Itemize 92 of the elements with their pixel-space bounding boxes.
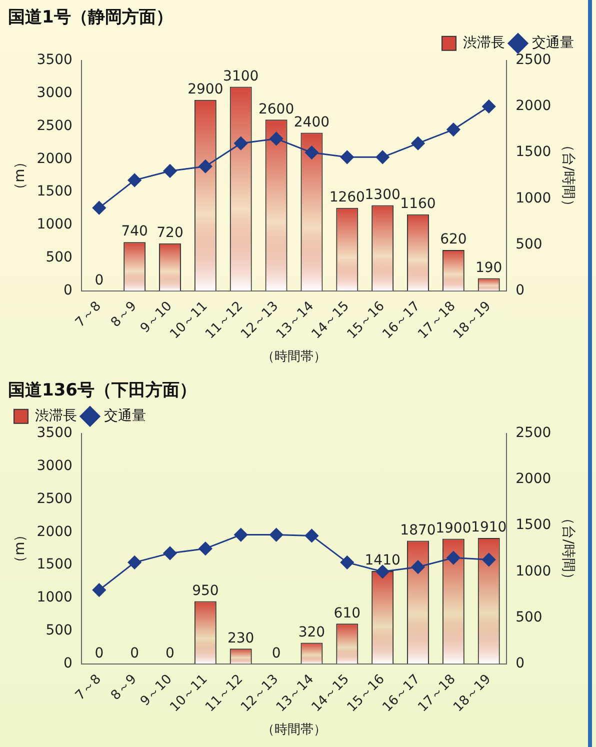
point xyxy=(411,560,425,574)
y-tick-label: 500 xyxy=(46,622,72,639)
point xyxy=(270,528,284,542)
y-tick-label: 2500 xyxy=(36,490,72,507)
y2-tick-label: 1500 xyxy=(516,517,552,534)
point xyxy=(304,528,318,542)
legend-label: 渋滞長 xyxy=(463,35,505,52)
y2-tick-label: 2000 xyxy=(516,98,552,114)
data-label: 1870 xyxy=(400,522,436,538)
x-tick-label: 8～9 xyxy=(108,672,140,704)
point xyxy=(92,583,106,597)
data-label: 740 xyxy=(121,224,148,240)
y-axis-title: （m） xyxy=(12,528,28,570)
y-tick-label: 1500 xyxy=(36,556,72,573)
y2-tick-label: 1500 xyxy=(516,144,552,160)
point xyxy=(446,551,460,565)
point xyxy=(234,136,248,150)
y-tick-label: 3000 xyxy=(36,458,72,474)
data-label: 620 xyxy=(440,232,467,248)
point xyxy=(198,160,212,174)
x-axis-title: （時間帯） xyxy=(262,722,326,738)
point xyxy=(446,122,460,136)
data-label: 320 xyxy=(298,624,326,640)
point xyxy=(304,146,318,160)
data-label: 1300 xyxy=(364,186,400,203)
data-label: 1410 xyxy=(364,552,400,569)
y2-axis-title: （台/時間） xyxy=(560,511,576,586)
data-label: 950 xyxy=(192,582,219,599)
x-tick-label: 8～9 xyxy=(108,298,140,330)
point xyxy=(411,136,425,150)
y2-tick-label: 0 xyxy=(516,655,524,672)
y-tick-label: 2500 xyxy=(36,118,72,134)
data-label: 0 xyxy=(130,645,140,662)
y-tick-label: 3500 xyxy=(36,52,72,68)
data-label: 0 xyxy=(166,645,174,662)
chart-title: 国道1号（静岡方面） xyxy=(8,8,173,28)
legend-label: 交通量 xyxy=(532,35,574,52)
data-label: 2400 xyxy=(294,114,330,130)
data-label: 1260 xyxy=(329,189,365,206)
data-label: 0 xyxy=(94,645,104,662)
x-tick-label: 7～8 xyxy=(72,672,104,704)
y2-axis-title: （台/時間） xyxy=(560,138,576,213)
point xyxy=(376,564,390,578)
legend-label: 交通量 xyxy=(104,408,146,424)
y2-tick-label: 1000 xyxy=(516,190,552,206)
y2-tick-label: 2000 xyxy=(516,471,552,488)
data-label: 1160 xyxy=(400,196,436,212)
y-tick-label: 1500 xyxy=(36,184,72,200)
point xyxy=(92,201,106,215)
point xyxy=(198,542,212,556)
chart-title: 国道136号（下田方面） xyxy=(8,380,196,401)
point xyxy=(128,556,142,570)
point xyxy=(163,164,177,178)
point xyxy=(340,556,354,570)
y-tick-label: 500 xyxy=(46,250,72,266)
point xyxy=(376,150,390,164)
data-label: 1900 xyxy=(436,520,472,536)
point xyxy=(234,528,248,542)
data-label: 610 xyxy=(334,605,361,622)
y-tick-label: 2000 xyxy=(36,150,72,167)
point xyxy=(163,546,177,560)
point xyxy=(482,100,496,114)
y2-tick-label: 500 xyxy=(516,236,542,252)
y-tick-label: 0 xyxy=(64,655,72,672)
y2-tick-label: 0 xyxy=(516,282,524,298)
y-tick-label: 1000 xyxy=(36,216,72,233)
y-tick-label: 1000 xyxy=(36,590,72,606)
y-tick-label: 3500 xyxy=(36,425,72,442)
data-label: 190 xyxy=(475,260,502,276)
y2-tick-label: 1000 xyxy=(516,563,552,580)
data-label: 1910 xyxy=(471,520,507,536)
point xyxy=(482,552,496,566)
data-label: 2600 xyxy=(258,101,294,118)
y2-tick-label: 2500 xyxy=(516,425,552,442)
y-tick-label: 0 xyxy=(64,282,72,298)
data-label: 0 xyxy=(94,272,104,288)
y-axis-title: （m） xyxy=(12,154,28,196)
y2-tick-label: 500 xyxy=(516,609,542,626)
legend-label: 渋滞長 xyxy=(35,408,77,424)
y-tick-label: 2000 xyxy=(36,524,72,540)
data-label: 0 xyxy=(272,645,281,662)
x-axis-title: （時間帯） xyxy=(262,350,326,365)
point xyxy=(340,150,354,164)
data-label: 3100 xyxy=(223,68,259,84)
data-label: 230 xyxy=(227,630,254,646)
data-label: 720 xyxy=(156,225,184,242)
data-label: 2900 xyxy=(188,82,224,98)
point xyxy=(270,132,284,146)
x-tick-label: 7～8 xyxy=(72,298,104,330)
y-tick-label: 3000 xyxy=(36,84,72,101)
y2-tick-label: 2500 xyxy=(516,52,552,68)
point xyxy=(128,173,142,187)
